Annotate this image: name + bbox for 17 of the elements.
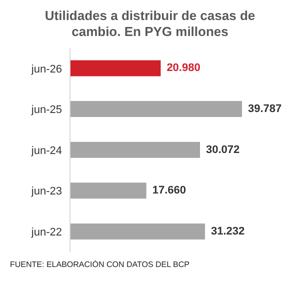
y-tick-label: jun-25 <box>30 104 62 116</box>
bar <box>70 60 161 76</box>
bar <box>70 182 146 199</box>
y-tick-label: jun-22 <box>30 226 62 239</box>
data-label: 31.232 <box>211 225 245 238</box>
data-label: 20.980 <box>166 62 200 74</box>
chart-title: Utilidades a distribuir de casas de cambio. En PYG millones <box>44 8 256 41</box>
data-label: 17.660 <box>152 184 186 197</box>
bar <box>70 142 200 158</box>
source-note: FUENTE: ELABORACIÓN CON DATOS DEL BCP <box>9 260 190 269</box>
data-label: 30.072 <box>206 144 240 156</box>
y-tick-label: jun-24 <box>30 144 62 157</box>
data-label: 39.787 <box>248 103 282 116</box>
y-tick-label: jun-23 <box>30 186 62 198</box>
bar <box>70 101 242 118</box>
y-tick-label: jun-26 <box>30 63 62 76</box>
bar <box>70 223 206 240</box>
